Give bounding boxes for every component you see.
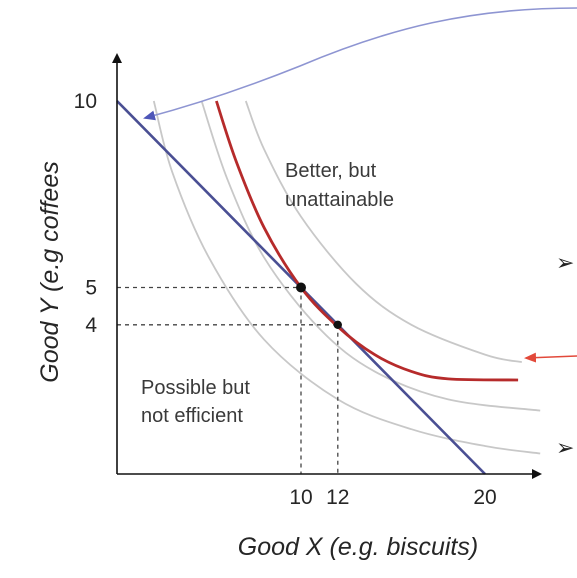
bullet-arrow-icon: ➢	[556, 435, 574, 460]
x-tick-label: 10	[289, 486, 312, 509]
indifference-curve-1	[152, 100, 541, 455]
callout-arrow-top	[143, 7, 577, 121]
y-tick-label: 10	[74, 90, 97, 113]
annotation-possible-line1: Possible but	[141, 377, 250, 399]
indifference-curve-3	[244, 100, 522, 363]
point-2	[333, 320, 342, 329]
indifference-curve-2	[200, 100, 541, 412]
point-1	[296, 282, 306, 293]
callout-arrow-right	[524, 352, 577, 363]
optimum-points	[296, 282, 342, 329]
guide-lines	[117, 286, 339, 474]
y-tick-label: 4	[85, 314, 97, 337]
annotation-better-line1: Better, but	[285, 160, 377, 182]
y-tick-label: 5	[85, 277, 97, 300]
x-axis-title: Good X (e.g. biscuits)	[238, 533, 478, 561]
tick-labels: 10 12 20 10 5 4	[74, 90, 497, 509]
indifference-curves	[152, 100, 541, 455]
annotation-better-line2: unattainable	[285, 189, 394, 211]
y-axis-title: Good Y (e.g coffees	[36, 161, 64, 382]
bullet-arrow-icon: ➢	[556, 250, 574, 275]
x-tick-label: 20	[473, 486, 496, 509]
annotation-possible-line2: not efficient	[141, 405, 243, 427]
x-tick-label: 12	[326, 486, 349, 509]
